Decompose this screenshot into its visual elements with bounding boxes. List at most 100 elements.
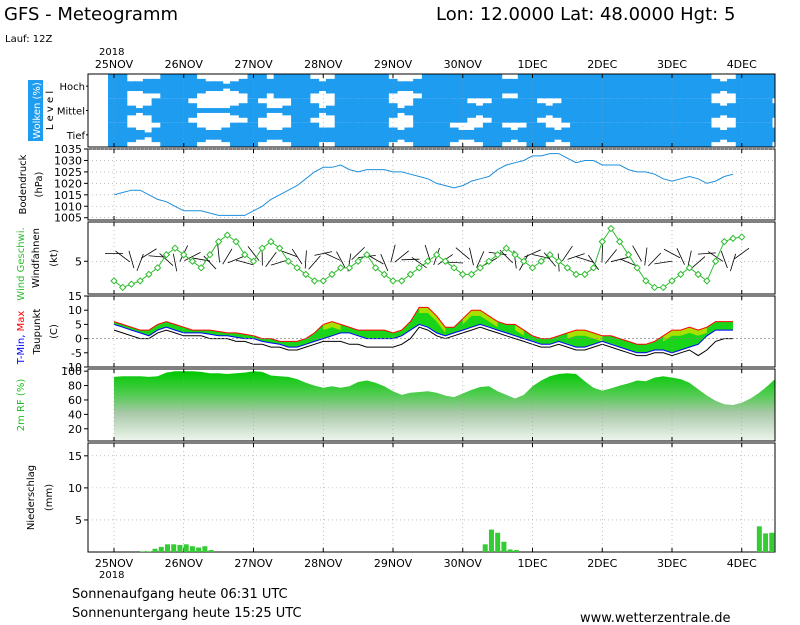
cloud-cell [439, 122, 450, 147]
wind-barb [203, 255, 217, 270]
wind-barb [172, 253, 178, 272]
y-tick-label: 15 [68, 450, 82, 463]
cloud-cell [509, 129, 520, 140]
y-tick-label: 60 [68, 394, 82, 407]
cloud-cell [639, 98, 651, 123]
cloud-cell [613, 98, 625, 123]
wind-speed-point [328, 270, 336, 279]
cloud-cell [186, 103, 198, 118]
cloud-cell [578, 122, 590, 147]
cloud-cell [509, 78, 520, 94]
cloud-cell [526, 98, 538, 123]
wind-barb [265, 251, 277, 268]
cloud-cell [674, 74, 686, 99]
wind-barb [159, 253, 174, 266]
precipitation-axis-label: Niederschlag [26, 465, 37, 530]
cloud-cell [561, 127, 572, 143]
precipitation-bar [495, 532, 501, 552]
precipitation-bar [164, 544, 170, 552]
precipitation-bar [171, 544, 177, 552]
cloud-cell [448, 74, 459, 99]
cloud-cell [526, 74, 538, 99]
cloud-cell [474, 74, 485, 99]
wind-speed-point [738, 233, 746, 241]
wind-speed-point [615, 237, 624, 246]
wind-barb [279, 250, 297, 257]
temperature-range-highlight [584, 330, 594, 339]
wind-speed-point [711, 257, 720, 265]
wind-barb [128, 250, 135, 269]
cloud-cell [421, 74, 433, 99]
y-tick-label: 15 [68, 290, 82, 303]
cloud-cell [648, 98, 660, 123]
chart-title: GFS - Meteogramm [4, 4, 178, 25]
windvane-axis-label: Windfahnen [31, 228, 42, 288]
wind-speed-point [703, 277, 711, 285]
cloud-cell [142, 105, 154, 116]
y-tick-label: 5 [75, 318, 82, 331]
cloud-cell [151, 78, 163, 94]
wind-barb [304, 250, 307, 269]
cloud-cell [753, 98, 764, 123]
wind-speed-point [119, 283, 127, 292]
cloud-cell [727, 103, 738, 118]
wind-speed-point [110, 277, 118, 285]
cloud-cell [212, 129, 224, 140]
cloud-cell [247, 122, 259, 147]
cloud-cell [526, 122, 538, 147]
wind-speed-point [432, 251, 441, 259]
year-bottom: 2018 [99, 570, 124, 581]
date-axis-labels: 25NOV 25NOV 26NOV 26NOV 27NOV 27NOV 28NOV 28NOV… [95, 58, 757, 570]
cloud-cell [761, 122, 773, 147]
wind-barb [734, 247, 750, 260]
year-top: 2018 [99, 47, 124, 58]
wind-speed-point [485, 257, 493, 265]
cloud-cell [657, 122, 668, 147]
y-tick-label: 20 [68, 423, 82, 436]
axis-label-part: (kt) [49, 249, 60, 267]
axis-label-part: 2m RF (%) [16, 379, 27, 432]
cloud-cell [735, 98, 747, 123]
cloud-cell [604, 122, 616, 147]
cloud-cell [770, 103, 775, 118]
wind-speed-point [310, 277, 319, 285]
cloud-level-label: Tief [66, 131, 86, 142]
precipitation-bar [507, 549, 513, 552]
wind-barb [136, 253, 144, 272]
cloud-cell [273, 108, 285, 113]
temperature-range-highlight [471, 310, 481, 316]
wind-speed-point [267, 237, 275, 246]
cloud-cell [125, 81, 137, 92]
cloud-cell [718, 129, 729, 140]
wind-speed-point [354, 257, 362, 265]
humidity-frame [87, 368, 776, 442]
cloud-cell [578, 98, 590, 123]
cloud-cell [212, 81, 224, 92]
cloud-cell [727, 127, 738, 143]
date-label-top: 29NOV [374, 58, 413, 71]
wind-barb [351, 246, 365, 261]
cloud-cell [587, 74, 599, 99]
wind-speed-point [145, 270, 153, 279]
y-tick-label: 10 [68, 482, 82, 495]
cloud-cell [387, 127, 398, 143]
wind-barb [632, 245, 642, 262]
wind-speed-point [729, 234, 737, 243]
date-label-bottom: 27NOV [234, 557, 273, 570]
cloud-cell [709, 103, 721, 118]
wind-barb [524, 249, 541, 258]
cloud-cell [683, 98, 695, 123]
wind-speed-point [546, 251, 554, 259]
cloud-cell [421, 122, 433, 147]
cloud-cell [325, 105, 337, 116]
axis-label-part: Windfahnen [31, 228, 42, 288]
wind-speed-point [127, 280, 136, 288]
wind-speed-point [528, 264, 537, 272]
cloud-cell [639, 74, 651, 99]
wind-barb [401, 258, 420, 261]
cloud-cell [535, 103, 546, 118]
cloud-cell [613, 122, 625, 147]
cloud-level-label: Mittel [57, 107, 85, 118]
cloud-cell [465, 103, 477, 118]
wind-barb [314, 251, 333, 256]
